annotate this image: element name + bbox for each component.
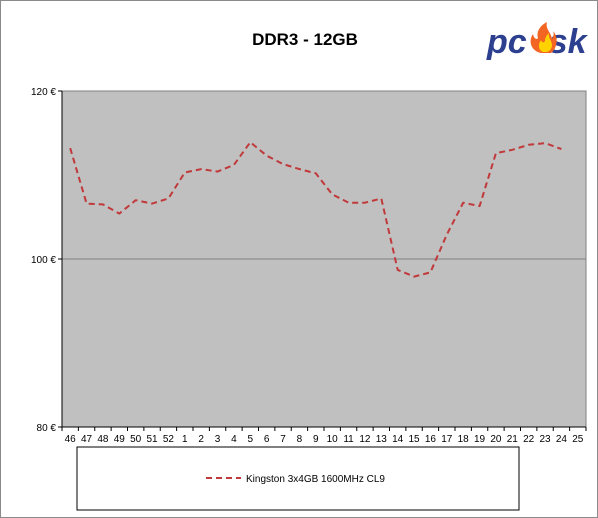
legend bbox=[76, 446, 520, 511]
x-tick-label: 5 bbox=[248, 434, 254, 445]
x-tick-label: 24 bbox=[556, 434, 568, 445]
x-tick-label: 46 bbox=[65, 434, 77, 445]
x-tick-label: 19 bbox=[474, 434, 486, 445]
y-tick-label: 80 € bbox=[37, 423, 57, 434]
x-tick-label: 25 bbox=[572, 434, 584, 445]
y-axis-ticks: 80 € 100 € 120 € bbox=[31, 87, 62, 434]
x-tick-label: 51 bbox=[147, 434, 159, 445]
series-layer bbox=[69, 141, 562, 278]
chart-title: DDR3 - 12GB bbox=[252, 30, 358, 49]
x-tick-label: 4 bbox=[231, 434, 237, 445]
x-tick-label: 12 bbox=[359, 434, 371, 445]
series-line bbox=[69, 141, 562, 278]
x-tick-label: 11 bbox=[343, 434, 354, 445]
logo-wordmark: pc sk bbox=[486, 23, 589, 61]
x-tick-label: 48 bbox=[97, 434, 109, 445]
x-tick-label: 7 bbox=[280, 434, 286, 445]
x-tick-label: 15 bbox=[409, 434, 421, 445]
x-tick-label: 14 bbox=[392, 434, 404, 445]
flame-icon bbox=[530, 22, 557, 53]
x-tick-label: 22 bbox=[523, 434, 535, 445]
y-tick-label: 120 € bbox=[31, 87, 56, 98]
y-tick-label: 100 € bbox=[31, 255, 56, 266]
x-tick-label: 20 bbox=[490, 434, 502, 445]
x-tick-label: 47 bbox=[81, 434, 93, 445]
x-tick-label: 18 bbox=[458, 434, 470, 445]
x-tick-label: 13 bbox=[376, 434, 388, 445]
x-tick-label: 10 bbox=[327, 434, 339, 445]
x-tick-label: 49 bbox=[114, 434, 126, 445]
x-tick-label: 16 bbox=[425, 434, 437, 445]
x-tick-label: 50 bbox=[130, 434, 142, 445]
x-tick-label: 17 bbox=[441, 434, 453, 445]
x-tick-label: 52 bbox=[163, 434, 175, 445]
legend-label: Kingston 3x4GB 1600MHz CL9 bbox=[246, 474, 385, 485]
pcsk-logo: pc sk bbox=[486, 22, 589, 61]
x-tick-label: 6 bbox=[264, 434, 270, 445]
x-tick-label: 23 bbox=[540, 434, 552, 445]
x-tick-label: 2 bbox=[198, 434, 204, 445]
x-tick-label: 21 bbox=[507, 434, 519, 445]
x-tick-label: 1 bbox=[182, 434, 188, 445]
x-tick-label: 3 bbox=[215, 434, 221, 445]
x-axis-ticks: 46 47 48 49 50 51 52 1 2 3 4 5 6 7 8 9 10 11 12 13 14 15 16 17 1… bbox=[61, 427, 587, 445]
x-tick-label: 9 bbox=[313, 434, 319, 445]
x-tick-label: 8 bbox=[297, 434, 303, 445]
logo-text-before: pc bbox=[486, 23, 527, 61]
